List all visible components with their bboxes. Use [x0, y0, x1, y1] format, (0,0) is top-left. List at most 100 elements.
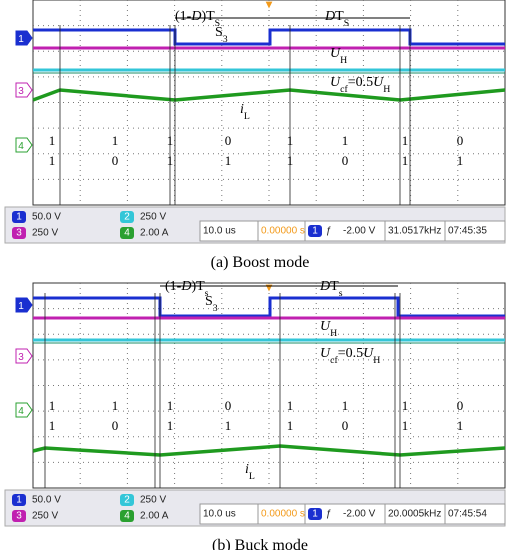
- status-clock: 07:45:54: [448, 509, 487, 520]
- annotation-part: )T: [191, 279, 205, 294]
- channel-badge: [12, 211, 26, 223]
- switch-state: 1: [457, 418, 464, 433]
- annotation-part: s: [205, 288, 209, 299]
- annotation-part: L: [249, 471, 255, 482]
- annotation: (1-D)TS: [175, 9, 220, 29]
- channel-badge-label: 1: [16, 212, 22, 223]
- annotation: iL: [240, 102, 250, 122]
- channel-badge: [308, 225, 322, 237]
- channel-scale: 2.00 A: [140, 228, 169, 239]
- annotation-part: cf: [340, 84, 348, 95]
- switch-state: 1: [112, 398, 119, 413]
- switch-state: 1: [287, 418, 294, 433]
- channel-marker-bg: [15, 30, 33, 46]
- status-frequency: 20.0005kHz: [388, 509, 441, 520]
- inductor-current: [32, 88, 506, 102]
- channel-scale: 250 V: [140, 212, 166, 223]
- switch-state: 0: [225, 133, 232, 148]
- annotation-part: S: [215, 18, 220, 29]
- channel-badge: [12, 494, 26, 506]
- switch-state: 0: [342, 153, 349, 168]
- channel-badge-label: 1: [16, 495, 22, 506]
- switch-state: 1: [167, 133, 174, 148]
- trigger-icon: ƒ: [326, 226, 332, 237]
- channel-badge: [120, 227, 134, 239]
- switch-state: 1: [402, 398, 409, 413]
- annotation-part: i: [245, 462, 249, 477]
- switch-state: 1: [342, 398, 349, 413]
- channel-badge: [120, 510, 134, 522]
- channel-badge: [120, 494, 134, 506]
- annotation-part: U: [363, 346, 374, 361]
- switch-state: 1: [402, 153, 409, 168]
- channel-marker: 3: [18, 352, 24, 363]
- switch-state: 1: [49, 153, 56, 168]
- channel-marker-bg: [15, 82, 33, 98]
- channel-scale: 2.00 A: [140, 511, 169, 522]
- status-bar: 1 50.0 V 2 250 V 3 250 V 4 2.00 A 10.0 us 0.00000…: [4, 489, 506, 527]
- channel-scale: 50.0 V: [32, 212, 61, 223]
- annotation-part: T: [330, 279, 339, 294]
- annotation-part: (1-: [175, 9, 192, 24]
- switch-state: 1: [49, 418, 56, 433]
- channel-marker-bg: [15, 348, 33, 364]
- channel-badge-label: 4: [124, 511, 130, 522]
- switch-state: 1: [167, 418, 174, 433]
- channel-marker: 1: [18, 301, 24, 312]
- channel-marker: 4: [18, 141, 24, 152]
- switch-state: 1: [287, 133, 294, 148]
- switch-state: 1: [402, 133, 409, 148]
- status-box: [444, 503, 506, 525]
- status-delay: 0.00000 s: [261, 226, 305, 237]
- annotation-part: U: [320, 346, 331, 361]
- switch-state: 0: [342, 418, 349, 433]
- annotation: iL: [245, 462, 255, 482]
- trigger-channel: 1: [312, 226, 318, 237]
- annotation: S3: [215, 25, 228, 45]
- channel-badge-label: 4: [124, 228, 130, 239]
- annotation-part: S: [344, 18, 349, 29]
- annotation-part: T: [335, 9, 344, 24]
- switch-state: 1: [112, 133, 119, 148]
- annotation: DTs: [319, 279, 343, 299]
- scope-panel: ▾134 1 1 1 0 1 1 1 01 0 1 1 1 0 1 1(1-D)TSS3DTSUHUcf=0.…: [4, 0, 506, 271]
- annotation: DTS: [324, 9, 349, 29]
- channel-badge-label: 3: [16, 228, 22, 239]
- switch-state: 0: [112, 418, 119, 433]
- annotation-part: 3: [223, 34, 228, 45]
- switch-state: 1: [49, 398, 56, 413]
- annotation-part: U: [330, 75, 341, 90]
- channel-scale: 50.0 V: [32, 495, 61, 506]
- annotation: (1-D)Ts: [165, 279, 209, 299]
- trigger-marker: ▾: [265, 0, 273, 11]
- annotation-part: D: [180, 279, 191, 294]
- switch-state: 1: [167, 153, 174, 168]
- channel-marker: 3: [18, 86, 24, 97]
- channel-scale: 250 V: [32, 511, 58, 522]
- annotation-part: =0.5: [338, 346, 363, 361]
- annotation-part: s: [339, 288, 343, 299]
- switch-state: 0: [457, 133, 464, 148]
- annotation-part: )T: [201, 9, 215, 24]
- switch-state: 0: [457, 398, 464, 413]
- channel-badge-label: 2: [124, 212, 130, 223]
- switch-state: 0: [225, 398, 232, 413]
- annotation-part: S: [215, 25, 223, 40]
- annotation-part: cf: [330, 355, 338, 366]
- channel-marker-bg: [15, 297, 33, 313]
- switch-state: 1: [287, 398, 294, 413]
- annotation-part: D: [190, 9, 201, 24]
- annotation-part: H: [373, 355, 380, 366]
- annotation-part: i: [240, 102, 244, 117]
- annotation-part: =0.5: [348, 75, 373, 90]
- channel-badge: [12, 510, 26, 522]
- trigger-marker: ▾: [265, 280, 273, 294]
- annotation-part: H: [330, 328, 337, 339]
- status-frequency: 31.0517kHz: [388, 226, 441, 237]
- annotation-part: D: [319, 279, 330, 294]
- status-trigger: -2.00 V: [343, 226, 376, 237]
- annotation: UH: [330, 46, 347, 66]
- annotation-part: U: [330, 46, 341, 61]
- annotation-part: (1-: [165, 279, 182, 294]
